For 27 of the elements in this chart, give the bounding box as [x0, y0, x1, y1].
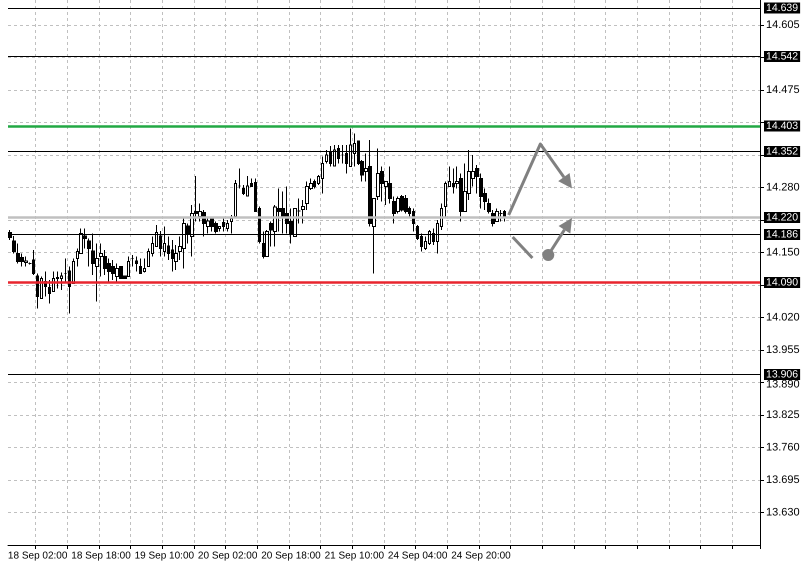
y-tick-label: 14.020	[766, 312, 800, 324]
y-tick-label: 13.630	[766, 506, 800, 518]
ref-line-label: 13.906	[766, 368, 798, 380]
x-tick-label: 20 Sep 18:00	[261, 550, 322, 562]
ref-line-label: 14.186	[766, 228, 798, 240]
y-tick-label: 14.475	[766, 84, 800, 96]
y-tick-label: 13.695	[766, 474, 800, 486]
ref-line-label: 14.090	[766, 276, 798, 288]
ref-line-label: 14.352	[766, 146, 798, 158]
ref-line-label: 14.220	[766, 212, 798, 224]
y-tick-label: 13.890	[766, 378, 800, 390]
x-tick-label: 18 Sep 18:00	[71, 550, 132, 562]
x-tick-label: 24 Sep 04:00	[388, 550, 448, 562]
x-tick-label: 18 Sep 02:00	[8, 550, 68, 562]
y-tick-label: 14.605	[766, 19, 800, 31]
y-tick-label: 13.760	[766, 442, 800, 454]
ref-line-label: 14.639	[766, 2, 798, 14]
ref-line-label: 14.403	[766, 120, 798, 132]
x-tick-label: 24 Sep 20:00	[451, 550, 512, 562]
y-tick-label: 14.150	[766, 246, 800, 258]
x-tick-label: 19 Sep 10:00	[134, 550, 195, 562]
y-tick-label: 14.280	[766, 182, 800, 194]
x-tick-label: 20 Sep 02:00	[198, 550, 258, 562]
y-tick-label: 13.825	[766, 409, 800, 421]
y-tick-label: 13.955	[766, 344, 800, 356]
ref-line-label: 14.542	[766, 50, 798, 62]
x-tick-label: 21 Sep 10:00	[324, 550, 384, 562]
